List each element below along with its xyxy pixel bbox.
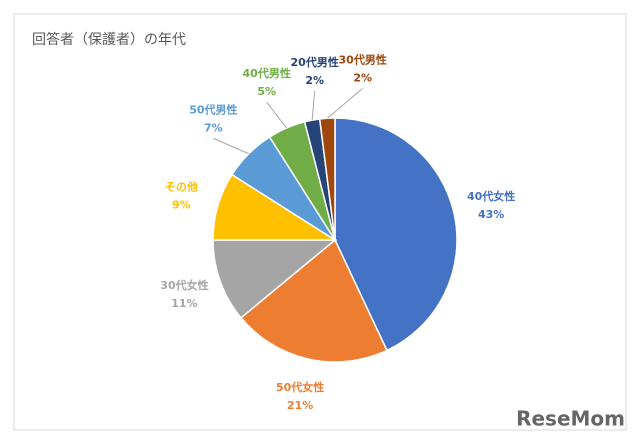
slice-label: 40代女性	[467, 189, 515, 203]
slice-label: 50代男性	[189, 102, 237, 116]
leader-line	[213, 137, 249, 155]
leader-line	[311, 91, 316, 121]
slice-label: 30代女性	[160, 278, 208, 292]
leader-line	[327, 87, 364, 119]
value-label: 21%	[287, 399, 313, 412]
value-label: 2%	[353, 71, 372, 84]
value-label: 43%	[478, 208, 504, 221]
slice-label: 30代男性	[339, 52, 387, 66]
value-label: 11%	[171, 297, 197, 310]
pie-slice	[334, 117, 458, 352]
value-label: 9%	[172, 198, 191, 211]
value-label: 2%	[305, 74, 324, 87]
watermark: ReseMom	[516, 407, 625, 431]
pie-slice	[318, 117, 336, 241]
pie-slice	[212, 239, 338, 319]
slice-label: 40代男性	[243, 66, 291, 80]
value-label: 7%	[204, 121, 223, 134]
slice-label: 20代男性	[291, 55, 339, 69]
pie-slice	[239, 238, 388, 363]
slice-label: 50代女性	[276, 380, 324, 394]
value-label: 5%	[257, 85, 276, 98]
slice-label: その他	[165, 179, 198, 193]
chart-title: 回答者（保護者）の年代	[32, 31, 186, 48]
leader-line	[266, 101, 287, 129]
